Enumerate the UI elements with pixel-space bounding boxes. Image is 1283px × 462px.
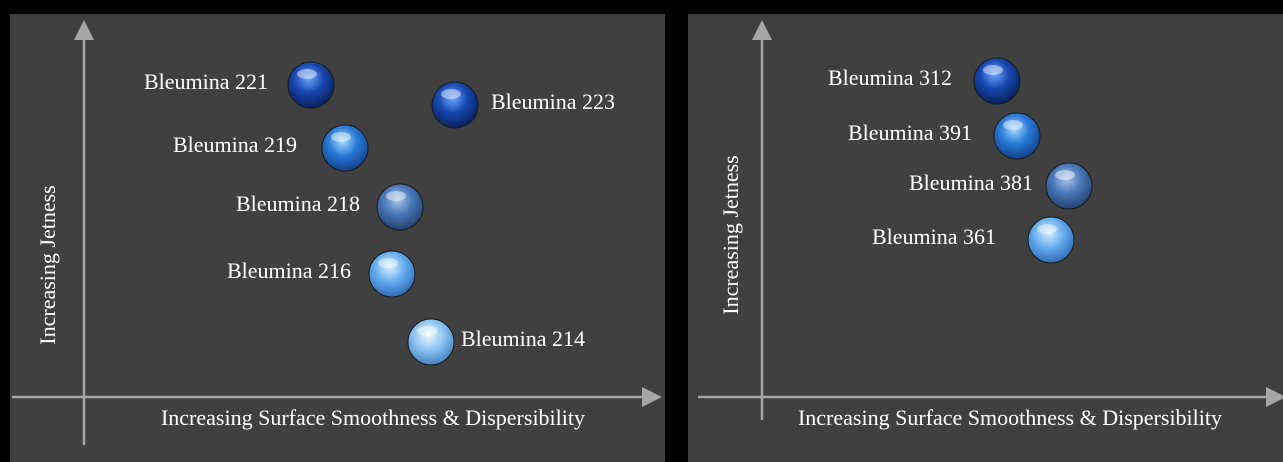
sphere-highlight [441,89,461,99]
x-axis-label: Increasing Surface Smoothness & Dispersi… [161,405,585,430]
sphere-highlight [386,191,406,201]
node-label: Bleumina 391 [848,120,972,145]
sphere-highlight [331,132,351,142]
sphere [1045,162,1093,210]
sphere-highlight [983,65,1003,75]
sphere [376,183,424,231]
sphere [431,81,479,129]
node-label: Bleumina 381 [909,170,1033,195]
y-axis-label: Increasing Jetness [718,155,743,314]
sphere-highlight [1003,120,1023,130]
node-label: Bleumina 223 [491,89,615,114]
sphere-highlight [297,69,317,79]
sphere [407,318,455,366]
x-axis-label: Increasing Surface Smoothness & Dispersi… [798,405,1222,430]
y-axis-label: Increasing Jetness [35,185,60,344]
sphere [973,57,1021,105]
node-label: Bleumina 361 [872,224,996,249]
node-label: Bleumina 221 [144,69,268,94]
sphere [1027,216,1075,264]
node-label: Bleumina 218 [236,191,360,216]
sphere-highlight [378,258,398,268]
sphere-highlight [417,326,437,336]
sphere [993,112,1041,160]
node-label: Bleumina 214 [461,326,585,351]
sphere [287,61,335,109]
sphere [321,124,369,172]
node-label: Bleumina 216 [227,258,351,283]
node-label: Bleumina 312 [828,65,952,90]
sphere [368,250,416,298]
sphere-highlight [1037,224,1057,234]
panel [10,14,665,462]
node-label: Bleumina 219 [173,132,297,157]
sphere-highlight [1055,170,1075,180]
